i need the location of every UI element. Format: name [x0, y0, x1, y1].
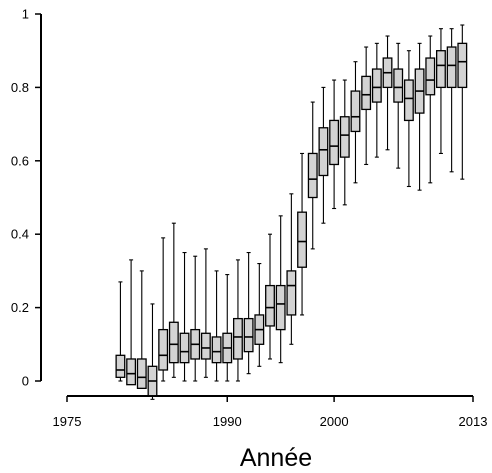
boxes-group: [115, 24, 468, 400]
box-body: [318, 127, 329, 177]
box-2003: [361, 46, 372, 166]
box-1989: [211, 270, 222, 382]
box-body: [371, 68, 382, 103]
box-body: [446, 46, 457, 89]
box-1987: [190, 255, 201, 382]
y-axis: 0 0.2 0.4 0.6 0.8 1: [11, 7, 42, 389]
box-body: [211, 336, 222, 364]
x-tick-label: 2013: [459, 414, 488, 429]
y-tick-label: 0.6: [11, 153, 29, 168]
box-2011: [446, 28, 457, 173]
box-body: [329, 119, 340, 166]
box-1999: [318, 86, 329, 224]
box-body: [200, 332, 211, 360]
box-1980: [115, 281, 126, 382]
box-body: [265, 284, 275, 327]
box-1985: [168, 222, 179, 378]
box-body: [275, 284, 286, 331]
box-body: [168, 321, 179, 364]
box-body: [115, 354, 126, 378]
x-tick-label: 1990: [213, 414, 242, 429]
box-body: [307, 152, 318, 199]
box-1988: [200, 248, 211, 378]
box-body: [457, 42, 468, 89]
box-2001: [339, 79, 350, 206]
box-1996: [286, 193, 297, 345]
box-2012: [457, 24, 468, 180]
box-1990: [222, 274, 233, 382]
box-body: [297, 211, 308, 268]
y-tick-label: 0: [22, 374, 29, 389]
box-1986: [179, 252, 190, 382]
box-body: [393, 68, 404, 103]
box-2000: [329, 79, 340, 210]
y-tick-label: 0.4: [11, 227, 29, 242]
box-1984: [158, 237, 169, 382]
box-2004: [371, 42, 382, 158]
box-body: [339, 116, 350, 158]
box-body: [403, 79, 414, 122]
box-body: [243, 317, 254, 353]
y-tick-label: 1: [22, 7, 29, 22]
box-1993: [254, 263, 265, 367]
box-1994: [265, 233, 275, 360]
box-2005: [382, 35, 393, 151]
box-1991: [232, 259, 243, 382]
box-body: [179, 332, 190, 364]
x-tick-label: 1975: [53, 414, 82, 429]
box-body: [136, 358, 147, 389]
box-1983: [147, 303, 158, 400]
box-1981: [126, 259, 137, 386]
box-body: [286, 270, 297, 316]
box-body: [361, 75, 372, 111]
box-1992: [243, 252, 254, 375]
box-body: [158, 328, 169, 371]
x-axis: 1975 1990 2000 2013: [53, 395, 488, 429]
y-tick-label: 0.8: [11, 80, 29, 95]
box-body: [435, 50, 446, 89]
box-body: [232, 317, 243, 360]
box-2006: [393, 42, 404, 169]
box-1995: [275, 215, 286, 364]
x-tick-label: 2000: [320, 414, 349, 429]
box-2008: [414, 42, 425, 191]
box-2007: [403, 50, 414, 188]
box-2009: [425, 35, 436, 184]
box-1997: [297, 152, 308, 316]
box-body: [126, 358, 137, 386]
box-1982: [136, 270, 147, 389]
box-body: [425, 57, 436, 96]
box-body: [350, 90, 361, 133]
box-1998: [307, 101, 318, 250]
x-axis-title: Année: [240, 444, 312, 472]
box-2002: [350, 61, 361, 184]
box-2010: [435, 28, 446, 155]
y-tick-label: 0.2: [11, 300, 29, 315]
